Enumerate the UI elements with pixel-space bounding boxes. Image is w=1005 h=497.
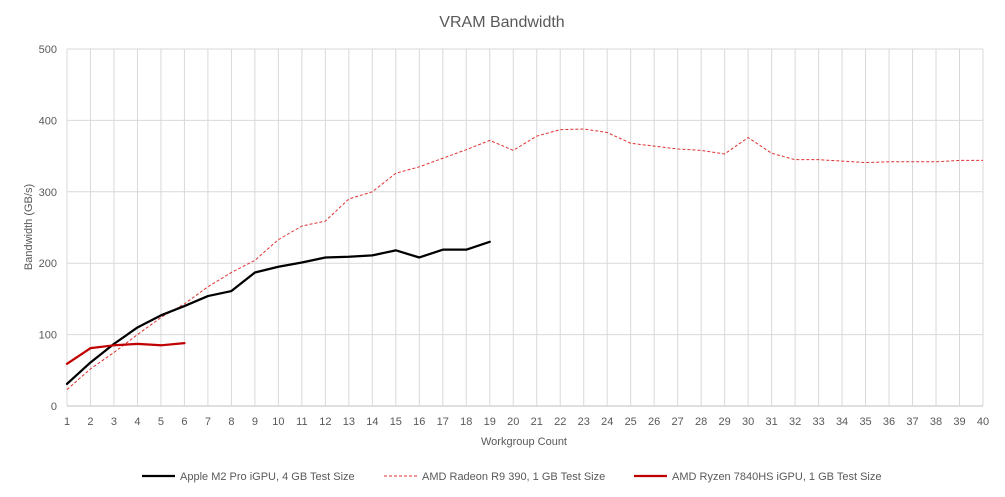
- x-tick-label: 10: [272, 416, 284, 428]
- x-tick-label: 23: [578, 416, 590, 428]
- legend: Apple M2 Pro iGPU, 4 GB Test Size AMD Rad…: [142, 471, 882, 483]
- x-tick-label: 37: [906, 416, 918, 428]
- grid: [66, 48, 984, 407]
- y-tick-label: 100: [39, 330, 57, 342]
- legend-label-0: Apple M2 Pro iGPU, 4 GB Test Size: [180, 471, 355, 483]
- x-tick-label: 32: [789, 416, 801, 428]
- series-line-1: [66, 128, 983, 390]
- x-tick-label: 33: [812, 416, 824, 428]
- x-tick-label: 30: [742, 416, 754, 428]
- x-tick-label: 25: [625, 416, 637, 428]
- x-tick-label: 9: [252, 416, 258, 428]
- y-tick-label: 400: [39, 115, 57, 127]
- y-tick-label: 500: [39, 44, 57, 56]
- x-tick-label: 21: [531, 416, 543, 428]
- x-tick-label: 34: [836, 416, 848, 428]
- x-tick-label: 19: [484, 416, 496, 428]
- x-axis-label: Workgroup Count: [481, 436, 567, 448]
- x-tick-label: 17: [437, 416, 449, 428]
- series-line-0: [65, 240, 491, 385]
- x-tick-label: 13: [343, 416, 355, 428]
- x-tick-label: 40: [977, 416, 989, 428]
- x-axis-ticks: 1 2 3 4 5 6 7 8 9 10 11 12 13 14 15 16 17 18 19 20 21 22 23 24 2…: [64, 416, 989, 428]
- x-tick-label: 12: [319, 416, 331, 428]
- x-tick-label: 18: [460, 416, 472, 428]
- x-tick-label: 20: [507, 416, 519, 428]
- x-tick-label: 26: [648, 416, 660, 428]
- x-tick-label: 38: [930, 416, 942, 428]
- y-tick-label: 300: [39, 187, 57, 199]
- x-tick-label: 1: [64, 416, 70, 428]
- x-tick-label: 39: [953, 416, 965, 428]
- legend-label-2: AMD Ryzen 7840HS iGPU, 1 GB Test Size: [672, 471, 882, 483]
- x-tick-label: 24: [601, 416, 613, 428]
- x-tick-label: 6: [181, 416, 187, 428]
- legend-label-1: AMD Radeon R9 390, 1 GB Test Size: [422, 471, 605, 483]
- x-tick-label: 7: [205, 416, 211, 428]
- x-tick-label: 4: [134, 416, 140, 428]
- y-tick-label: 0: [51, 401, 57, 413]
- x-tick-label: 27: [672, 416, 684, 428]
- x-tick-label: 29: [719, 416, 731, 428]
- series-line-2: [65, 342, 186, 365]
- x-tick-label: 16: [413, 416, 425, 428]
- y-axis-ticks: 0 100 200 300 400 500: [39, 44, 57, 413]
- chart-title: VRAM Bandwidth: [439, 14, 564, 31]
- x-tick-label: 22: [554, 416, 566, 428]
- y-axis-label: Bandwidth (GB/s): [23, 184, 35, 270]
- x-tick-label: 28: [695, 416, 707, 428]
- x-tick-label: 3: [111, 416, 117, 428]
- x-tick-label: 36: [883, 416, 895, 428]
- x-tick-label: 35: [859, 416, 871, 428]
- x-tick-label: 2: [87, 416, 93, 428]
- x-tick-label: 31: [765, 416, 777, 428]
- x-tick-label: 14: [366, 416, 378, 428]
- series: [65, 128, 983, 390]
- x-tick-label: 8: [228, 416, 234, 428]
- x-tick-label: 15: [390, 416, 402, 428]
- x-tick-label: 5: [158, 416, 164, 428]
- x-tick-label: 11: [296, 416, 307, 428]
- y-tick-label: 200: [39, 258, 57, 270]
